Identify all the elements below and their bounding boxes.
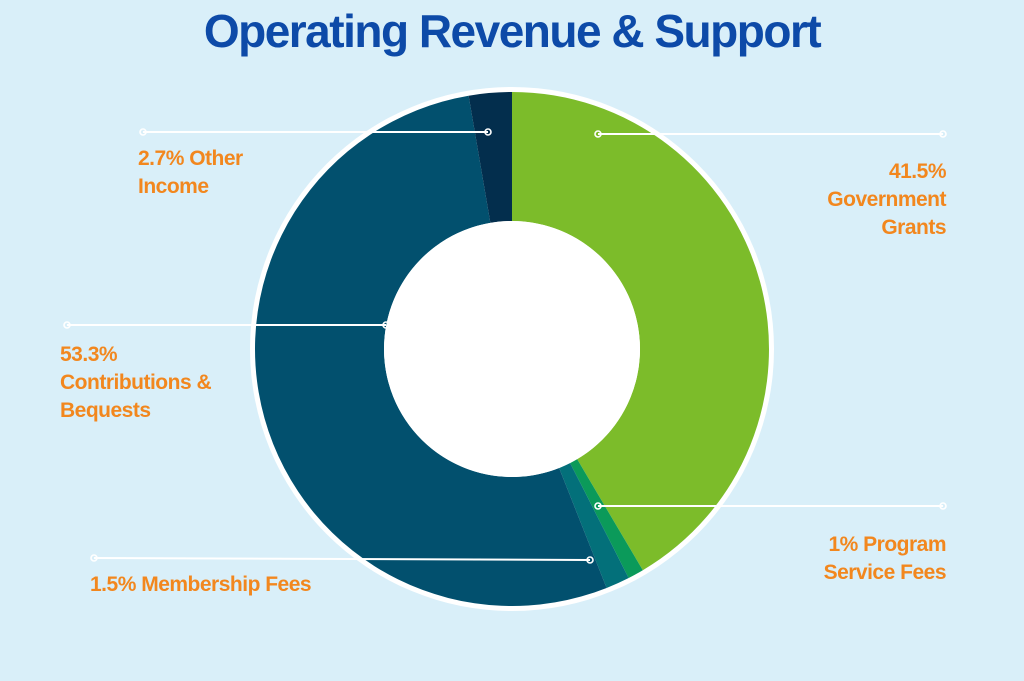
label-contributions-bequests: 53.3% Contributions & Bequests	[60, 343, 212, 422]
chart-leader-lines	[63, 128, 947, 564]
slice-government-grants	[512, 92, 769, 571]
leader-membership-fees	[90, 554, 594, 564]
slice-contributions-bequests	[254, 95, 607, 607]
label-other-income: 2.7% Other Income	[138, 147, 243, 198]
chart-title: Operating Revenue & Support	[203, 5, 822, 57]
label-program-service-fees: 1% Program Service Fees	[823, 533, 947, 584]
slice-membership-fees	[559, 463, 629, 588]
slice-program-service-fees	[570, 459, 643, 578]
leader-contributions-bequests	[63, 321, 390, 329]
leader-government-grants	[594, 130, 947, 138]
label-membership-fees: 1.5% Membership Fees	[90, 573, 312, 596]
leader-program-service-fees	[594, 502, 947, 510]
slice-other-income	[468, 92, 512, 223]
chart-center-hole	[384, 221, 640, 477]
leader-other-income	[139, 128, 492, 136]
chart-slices	[254, 92, 769, 607]
label-government-grants: 41.5% Government Grants	[827, 160, 946, 239]
